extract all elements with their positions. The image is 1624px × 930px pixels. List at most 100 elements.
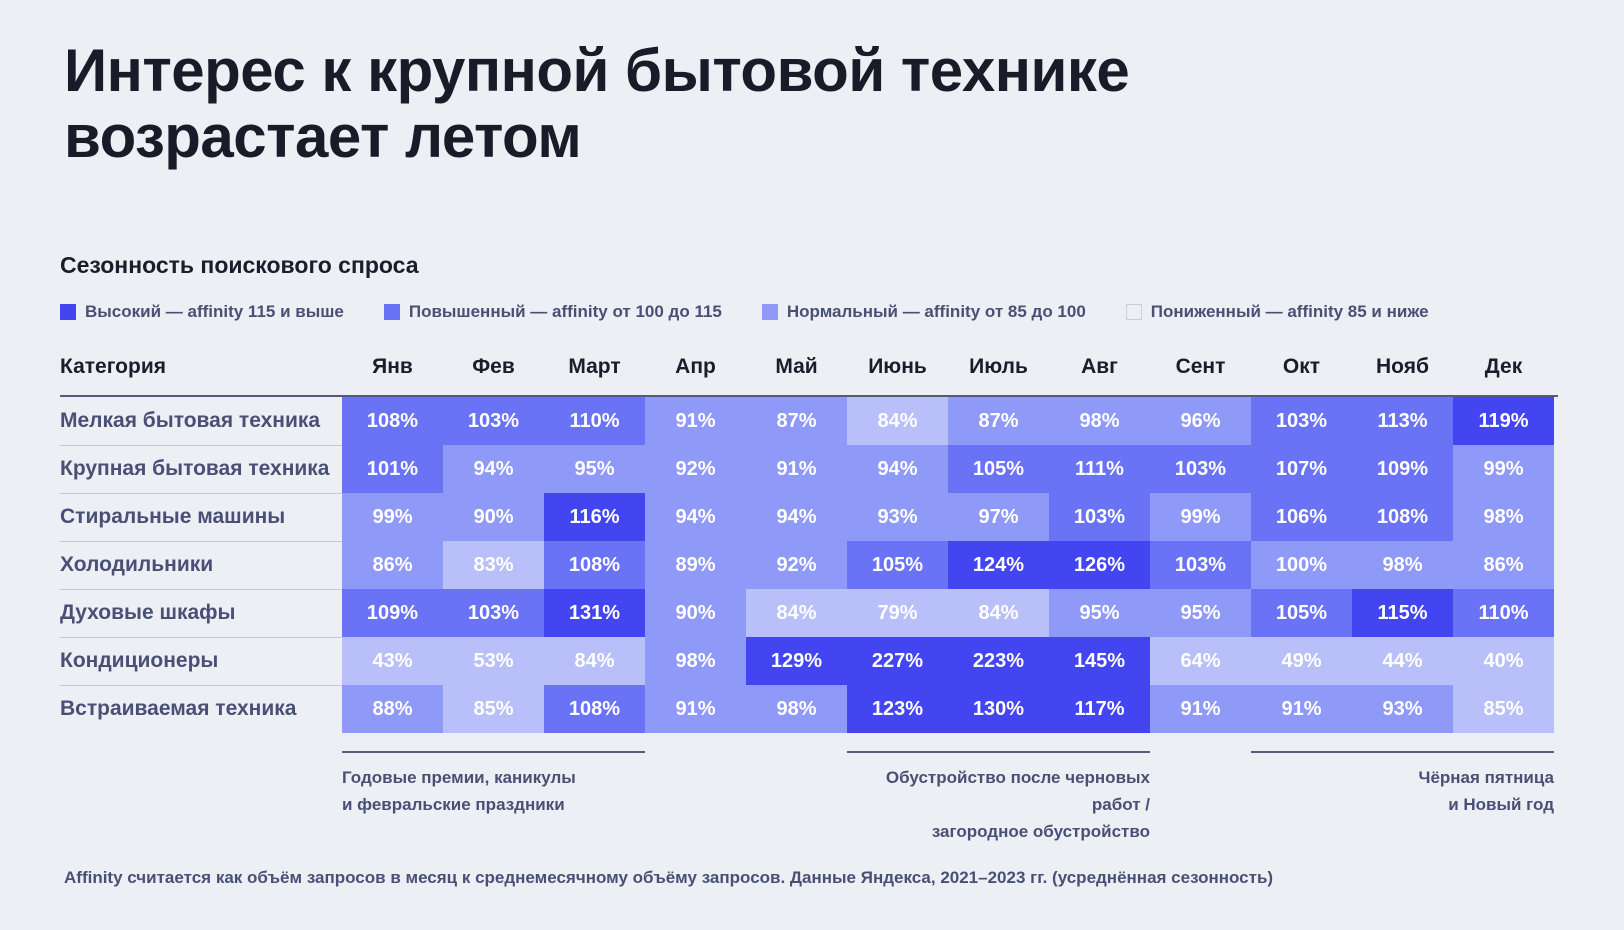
heatmap-cell: 227% [847, 637, 948, 685]
heatmap-cell: 91% [1251, 685, 1352, 733]
heatmap-cell: 109% [1352, 445, 1453, 493]
row-separator [60, 589, 342, 590]
chart-subtitle: Сезонность поискового спроса [60, 252, 419, 278]
row-label-3: Холодильники [60, 553, 214, 576]
column-header-4: Май [775, 355, 818, 378]
heatmap-cell: 86% [1453, 541, 1554, 589]
annotation-text-2: Чёрная пятница и Новый год [1418, 768, 1555, 814]
heatmap-cell: 108% [1352, 493, 1453, 541]
legend-item-low: Пониженный — affinity 85 и ниже [1125, 302, 1429, 322]
title-line-1: Интерес к крупной бытовой технике [64, 37, 1130, 104]
legend-label-low: Пониженный — affinity 85 и ниже [1150, 302, 1429, 321]
heatmap-cell: 117% [1049, 685, 1150, 733]
legend-swatch-normal [761, 304, 778, 320]
heatmap-cell: 95% [544, 445, 645, 493]
heatmap-cell: 103% [1049, 493, 1150, 541]
heatmap-cell: 89% [645, 541, 746, 589]
heatmap-cell: 44% [1352, 637, 1453, 685]
row-label-1: Крупная бытовая техника [60, 457, 330, 480]
heatmap-cell: 94% [443, 445, 544, 493]
legend-swatch-low [1125, 304, 1142, 320]
annotation-bracket-2 [1251, 751, 1554, 753]
heatmap-cell: 100% [1251, 541, 1352, 589]
heatmap-cell: 91% [645, 397, 746, 445]
row-separator [60, 637, 342, 638]
row-label-5: Кондиционеры [60, 649, 219, 672]
title-line-2: возрастает летом [64, 103, 582, 170]
heatmap-cell: 90% [645, 589, 746, 637]
heatmap-cell: 108% [544, 541, 645, 589]
column-header-6: Июль [969, 355, 1028, 378]
heatmap-cell: 115% [1352, 589, 1453, 637]
heatmap-cell: 97% [948, 493, 1049, 541]
legend-label-normal: Нормальный — affinity от 85 до 100 [786, 302, 1086, 321]
heatmap-cell: 110% [1453, 589, 1554, 637]
heatmap-cell: 94% [746, 493, 847, 541]
column-header-9: Окт [1282, 355, 1321, 378]
annotation-text-0: Годовые премии, каникулы и февральские пр… [342, 768, 576, 814]
heatmap-cell: 223% [948, 637, 1049, 685]
heatmap-cell: 105% [847, 541, 948, 589]
annotation-bracket-1 [847, 751, 1150, 753]
annotation-bracket-0 [342, 751, 645, 753]
heatmap-cell: 83% [443, 541, 544, 589]
heatmap-cell: 131% [544, 589, 645, 637]
heatmap-cell: 109% [342, 589, 443, 637]
heatmap-cell: 87% [746, 397, 847, 445]
heatmap-cell: 88% [342, 685, 443, 733]
heatmap-cell: 84% [544, 637, 645, 685]
column-header-1: Фев [472, 355, 515, 378]
heatmap-cell: 94% [645, 493, 746, 541]
heatmap-cell: 103% [443, 589, 544, 637]
heatmap-cell: 84% [948, 589, 1049, 637]
heatmap-cell: 107% [1251, 445, 1352, 493]
heatmap-cell: 87% [948, 397, 1049, 445]
heatmap-cell: 95% [1150, 589, 1251, 637]
heatmap-cell: 110% [544, 397, 645, 445]
heatmap-cell: 101% [342, 445, 443, 493]
heatmap-cell: 105% [948, 445, 1049, 493]
heatmap-cell: 116% [544, 493, 645, 541]
heatmap-cell: 123% [847, 685, 948, 733]
heatmap-cell: 43% [342, 637, 443, 685]
column-header-2: Март [568, 355, 621, 378]
heatmap-cell: 49% [1251, 637, 1352, 685]
heatmap-cell: 64% [1150, 637, 1251, 685]
heatmap-cell: 92% [645, 445, 746, 493]
legend-label-high: Высокий — affinity 115 и выше [85, 302, 344, 321]
heatmap-cell: 129% [746, 637, 847, 685]
heatmap-cell: 99% [1453, 445, 1554, 493]
heatmap-cell: 94% [847, 445, 948, 493]
heatmap-cell: 84% [746, 589, 847, 637]
legend-swatch-high [60, 304, 76, 320]
heatmap-cell: 98% [1453, 493, 1554, 541]
heatmap-cell: 126% [1049, 541, 1150, 589]
row-separator [60, 541, 342, 542]
heatmap-cell: 85% [1453, 685, 1554, 733]
heatmap-cell: 113% [1352, 397, 1453, 445]
heatmap-cell: 95% [1049, 589, 1150, 637]
column-header-5: Июнь [868, 355, 927, 378]
header-divider [60, 395, 1558, 397]
heatmap-cell: 119% [1453, 397, 1554, 445]
heatmap-cell: 98% [1352, 541, 1453, 589]
heatmap-cell: 103% [443, 397, 544, 445]
column-header-7: Авг [1081, 355, 1118, 378]
heatmap-cell: 124% [948, 541, 1049, 589]
heatmap-cell: 130% [948, 685, 1049, 733]
heatmap-cell: 98% [746, 685, 847, 733]
heatmap-cell: 85% [443, 685, 544, 733]
row-label-0: Мелкая бытовая техника [60, 409, 321, 432]
heatmap-cell: 108% [544, 685, 645, 733]
heatmap-cell: 96% [1150, 397, 1251, 445]
heatmap-cell: 98% [645, 637, 746, 685]
heatmap-cell: 92% [746, 541, 847, 589]
heatmap-cell: 106% [1251, 493, 1352, 541]
heatmap-cell: 91% [1150, 685, 1251, 733]
legend-label-elevated: Повышенный — affinity от 100 до 115 [408, 302, 722, 321]
heatmap-cell: 99% [1150, 493, 1251, 541]
annotation-text-1: Обустройство после черновых работ / загор… [885, 768, 1150, 841]
heatmap-cell: 90% [443, 493, 544, 541]
column-header-8: Сент [1175, 355, 1226, 378]
heatmap-cell: 91% [645, 685, 746, 733]
